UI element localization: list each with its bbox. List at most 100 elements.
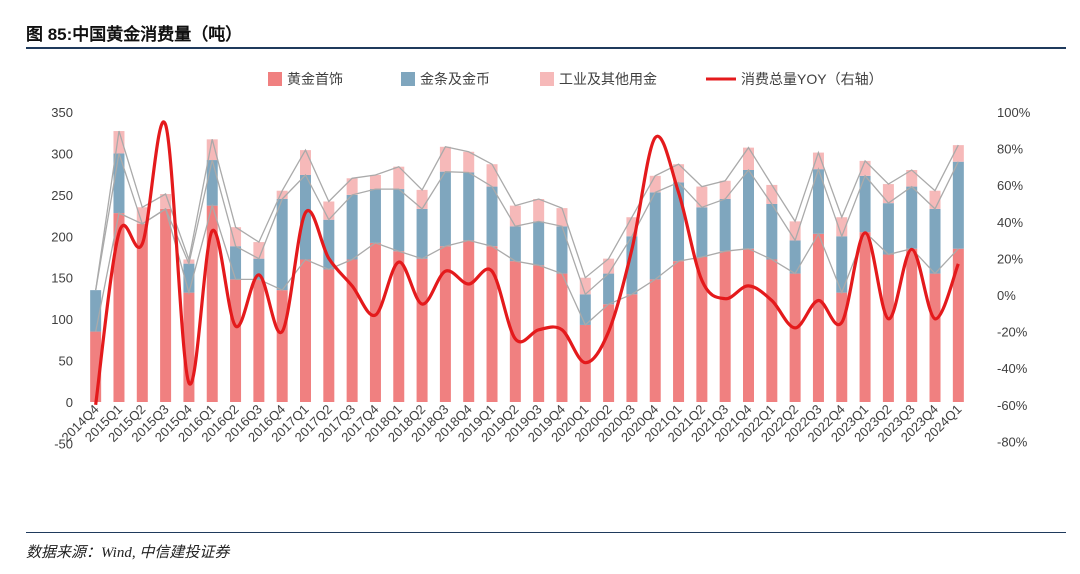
bar-bars-coins	[509, 226, 521, 262]
bar-jewelry	[696, 257, 708, 402]
bar-jewelry	[882, 254, 894, 402]
bar-industrial	[509, 205, 521, 227]
bar-industrial	[673, 164, 685, 183]
legend-label-bars-coins: 金条及金币	[420, 71, 490, 87]
bar-jewelry	[649, 279, 661, 402]
bar-bars-coins	[253, 258, 265, 280]
left-axis-tick-label: 300	[51, 146, 73, 161]
left-axis-tick-label: 100	[51, 312, 73, 327]
figure-title: 图 85:中国黄金消费量（吨）	[26, 25, 243, 44]
bar-bars-coins	[556, 226, 568, 274]
bar-jewelry	[789, 273, 801, 402]
right-axis-tick-label: 20%	[997, 251, 1023, 266]
bar-industrial	[369, 174, 381, 190]
bar-jewelry	[626, 294, 638, 402]
bar-jewelry	[906, 248, 918, 402]
bar-bars-coins	[766, 203, 778, 260]
legend-label-industrial: 工业及其他用金	[559, 71, 657, 87]
legend-label-yoy: 消费总量YOY（右轴）	[741, 71, 883, 87]
stacked-bars	[90, 131, 964, 402]
gold-consumption-chart: 黄金首饰 金条及金币 工业及其他用金 消费总量YOY（右轴） -50 0 50 100…	[51, 71, 1031, 451]
bar-jewelry	[323, 269, 335, 402]
bar-bars-coins	[789, 240, 801, 274]
bar-bars-coins	[113, 153, 125, 214]
bar-jewelry	[113, 213, 125, 402]
bar-bars-coins	[859, 175, 871, 233]
bar-jewelry	[603, 304, 615, 402]
bar-industrial	[882, 184, 894, 204]
outline-total	[95, 130, 959, 291]
bar-jewelry	[346, 259, 358, 402]
bar-jewelry	[300, 259, 311, 402]
bar-industrial	[136, 207, 148, 224]
legend-swatch-industrial	[540, 72, 554, 86]
legend-swatch-jewelry	[268, 72, 282, 86]
bar-bars-coins	[323, 219, 335, 270]
bar-jewelry	[463, 240, 475, 402]
bar-bars-coins	[696, 207, 708, 257]
left-axis-tick-label: 350	[51, 105, 73, 120]
bar-industrial	[906, 170, 918, 187]
bar-jewelry	[136, 223, 148, 402]
x-axis: 2014Q42015Q12015Q22015Q32015Q42016Q12016…	[58, 402, 964, 445]
bar-industrial	[160, 194, 172, 209]
bar-bars-coins	[882, 203, 894, 255]
right-axis-tick-label: -80%	[997, 434, 1028, 449]
bar-industrial	[533, 199, 545, 222]
bar-industrial	[649, 175, 661, 193]
bar-bars-coins	[486, 186, 498, 247]
bar-jewelry	[486, 246, 498, 402]
bar-industrial	[952, 145, 964, 162]
bar-bars-coins	[183, 263, 195, 293]
bar-jewelry	[160, 208, 172, 402]
legend-label-jewelry: 黄金首饰	[287, 71, 343, 87]
bar-jewelry	[416, 258, 428, 402]
bar-jewelry	[253, 279, 265, 402]
bar-jewelry	[836, 292, 848, 402]
left-axis-tick-label: -50	[54, 436, 73, 451]
left-axis-tick-label: 200	[51, 229, 73, 244]
bar-industrial	[812, 152, 824, 170]
bar-industrial	[579, 277, 591, 295]
bar-industrial	[416, 189, 428, 209]
bar-bars-coins	[90, 290, 102, 332]
right-axis-tick-label: 100%	[997, 105, 1031, 120]
bar-bars-coins	[416, 208, 428, 259]
total-outline	[95, 130, 959, 332]
bar-jewelry	[90, 331, 102, 402]
bar-industrial	[626, 217, 638, 237]
bar-bars-coins	[812, 169, 824, 234]
bar-jewelry	[369, 242, 381, 402]
bar-industrial	[230, 227, 242, 247]
bar-jewelry	[509, 261, 521, 402]
bar-jewelry	[556, 273, 568, 402]
right-axis-tick-label: -60%	[997, 398, 1028, 413]
bar-bars-coins	[346, 194, 358, 260]
bar-industrial	[113, 131, 125, 154]
bar-industrial	[696, 186, 708, 208]
source-note: 数据来源：Wind, 中信建投证券	[26, 545, 230, 561]
bar-industrial	[346, 178, 358, 195]
bar-bars-coins	[206, 160, 218, 206]
yoy-series	[94, 120, 960, 406]
bar-bars-coins	[463, 172, 475, 241]
left-axis-tick-label: 0	[66, 395, 73, 410]
title-rule	[26, 47, 1066, 49]
bar-industrial	[859, 160, 871, 176]
bar-industrial	[929, 190, 941, 209]
bar-jewelry	[766, 259, 778, 402]
bar-industrial	[789, 221, 801, 241]
right-axis-tick-label: 80%	[997, 142, 1023, 157]
bar-industrial	[300, 150, 311, 175]
yoy-line	[94, 120, 960, 406]
bar-bars-coins	[300, 174, 311, 260]
bar-bars-coins	[603, 273, 615, 305]
bar-bars-coins	[649, 192, 661, 280]
bar-jewelry	[859, 232, 871, 402]
bar-bars-coins	[533, 221, 545, 266]
bar-industrial	[323, 201, 335, 220]
bar-jewelry	[276, 290, 288, 402]
bar-jewelry	[439, 246, 451, 402]
left-axis: -50 0 50 100 150 200 250 300 350	[51, 105, 73, 451]
right-axis-tick-label: 0%	[997, 288, 1016, 303]
